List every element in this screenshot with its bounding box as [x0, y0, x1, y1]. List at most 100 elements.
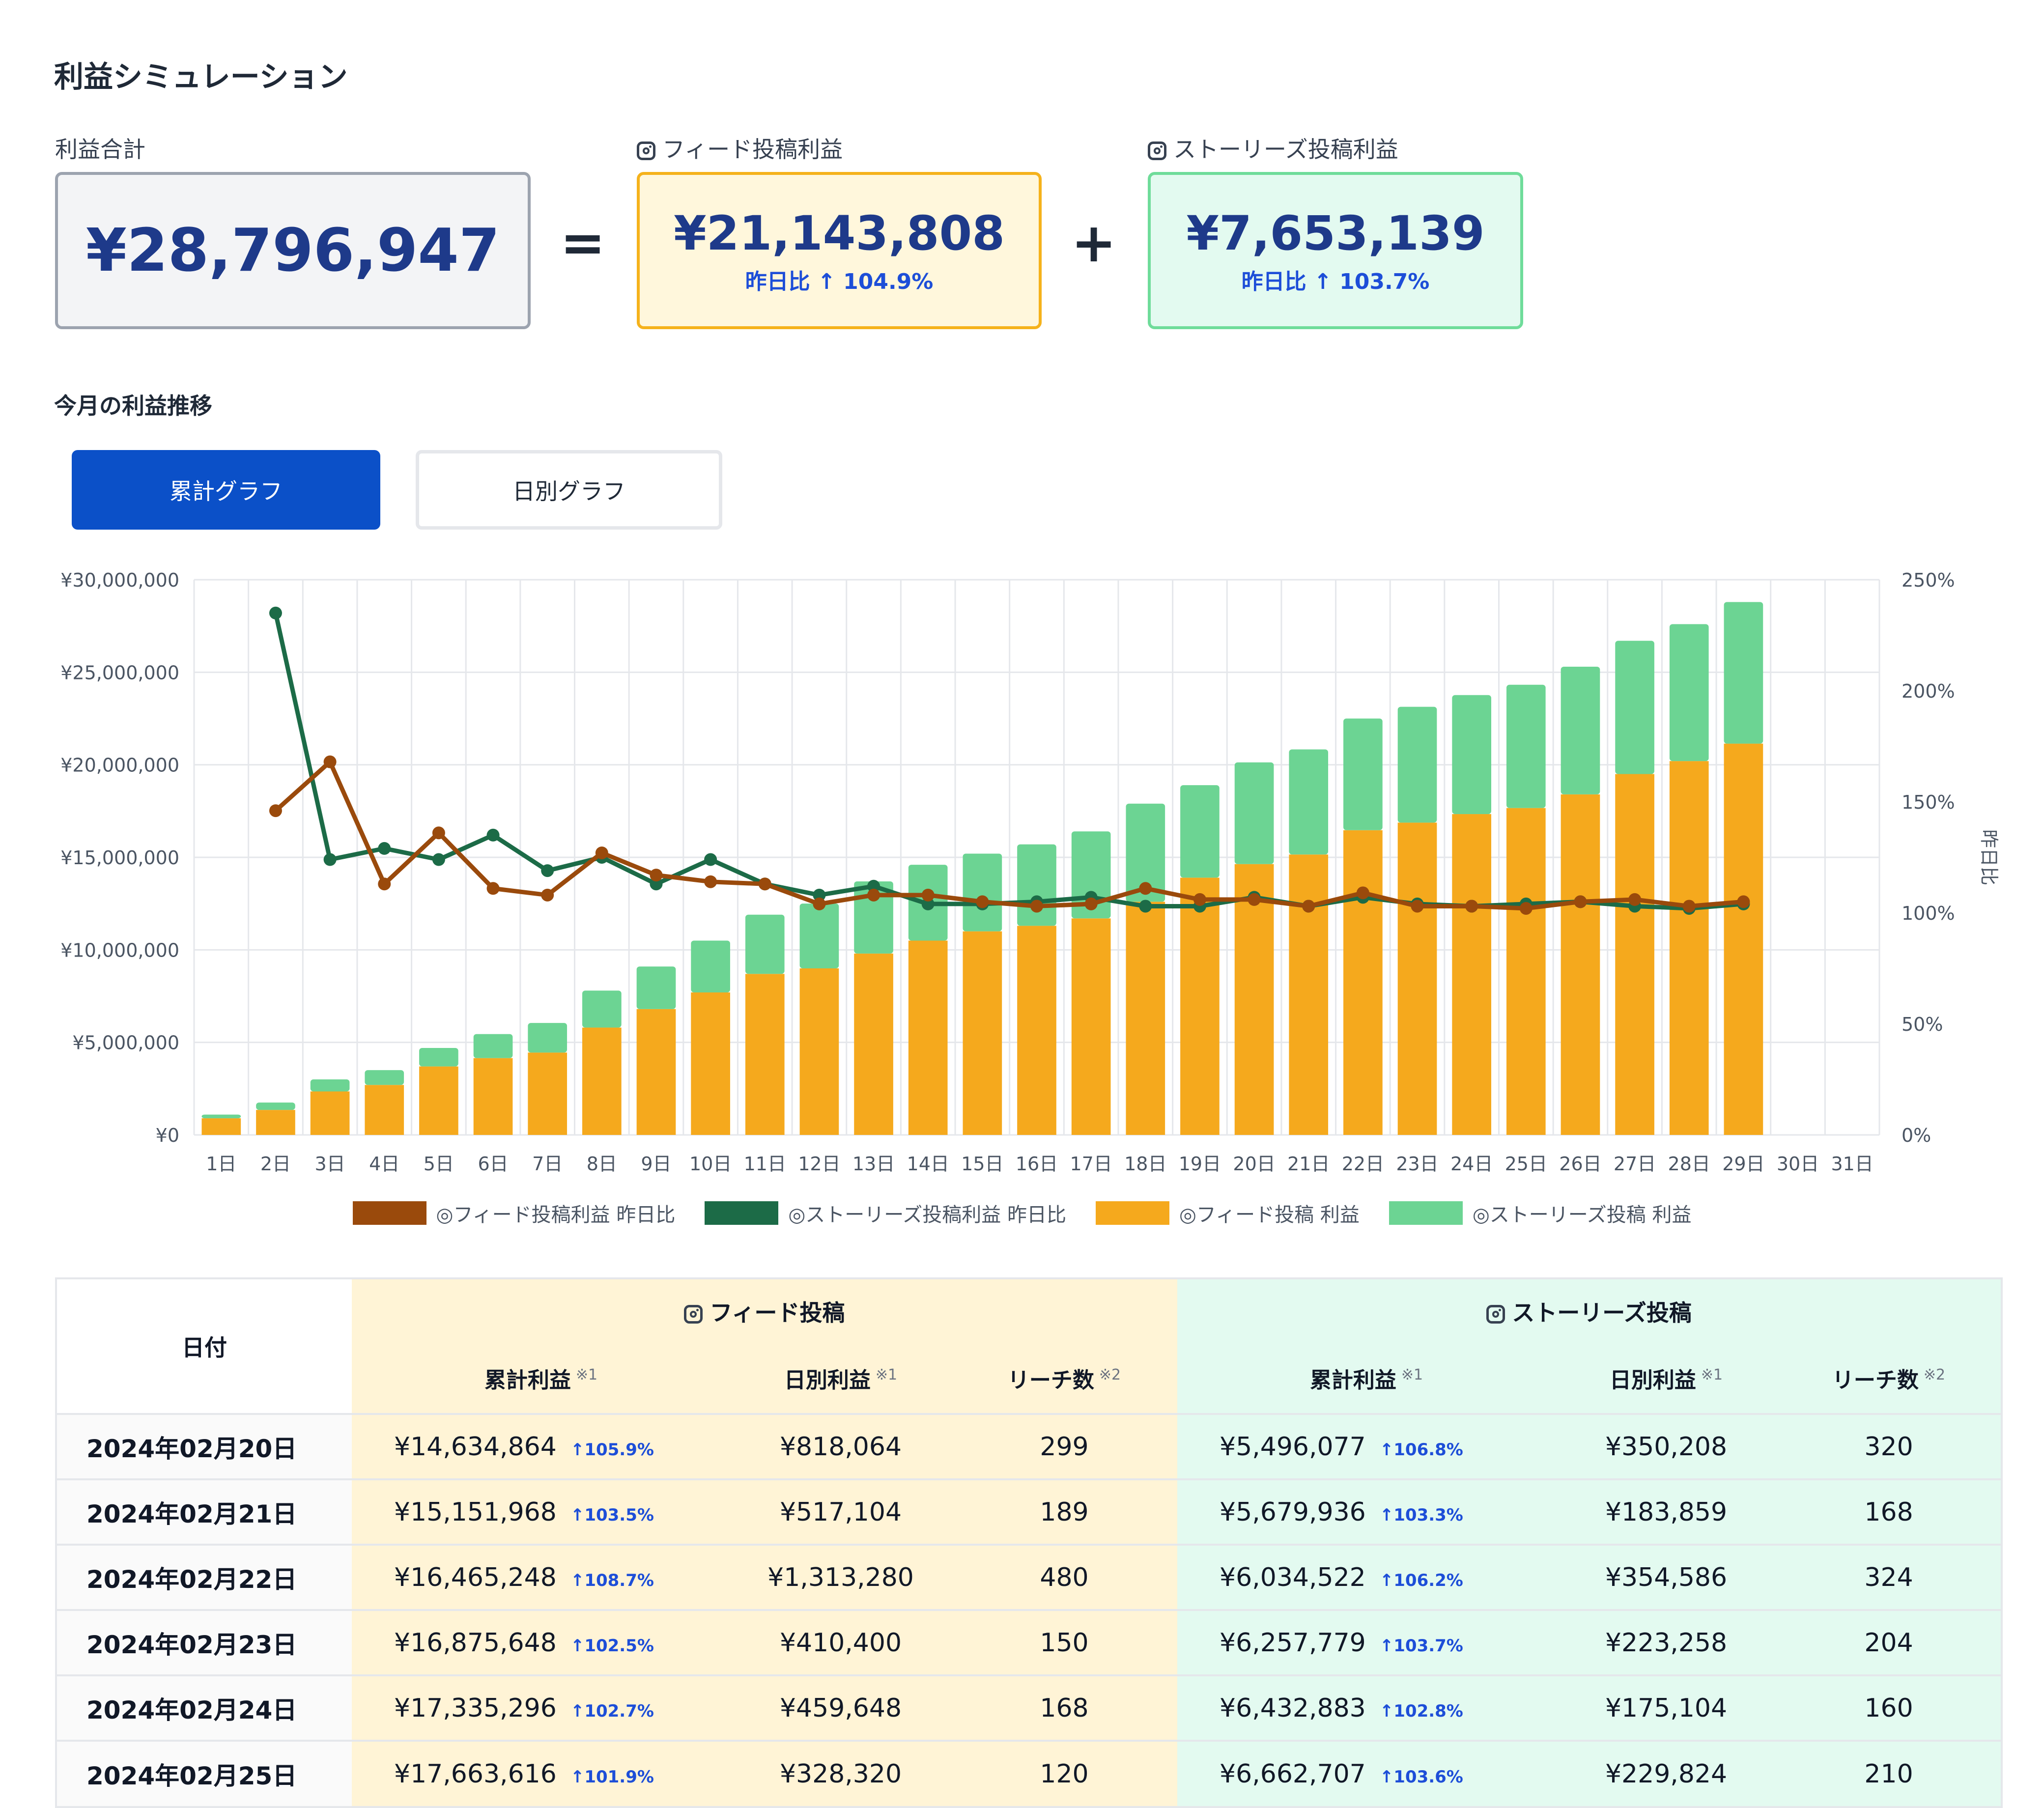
- feed-profit-change: 昨日比 ↑ 104.9%: [745, 269, 934, 294]
- tab-daily-graph[interactable]: 日別グラフ: [416, 450, 722, 530]
- x-tick-label: 16日: [1016, 1153, 1058, 1175]
- story-daily-cell: ¥350,208: [1556, 1413, 1777, 1479]
- x-tick-label: 19日: [1179, 1153, 1221, 1175]
- value: ¥14,634,864: [394, 1432, 557, 1462]
- x-tick-label: 8日: [587, 1153, 617, 1175]
- col-story-cumulative[interactable]: 累計利益 ※1: [1177, 1343, 1556, 1414]
- change-badge: ↑108.7%: [570, 1570, 654, 1590]
- point-story-ratio: [813, 888, 826, 902]
- bar-feed-profit: [1724, 743, 1763, 1135]
- bar-story-profit: [636, 966, 676, 1009]
- x-tick-label: 11日: [744, 1153, 786, 1175]
- feed-reach-cell: 299: [951, 1413, 1178, 1479]
- plus-sign: +: [1071, 211, 1117, 274]
- point-feed-ratio: [595, 846, 608, 859]
- bar-feed-profit: [1669, 761, 1709, 1135]
- legend-swatch: [1096, 1201, 1169, 1225]
- point-story-ratio: [269, 606, 282, 620]
- point-feed-ratio: [1302, 900, 1315, 913]
- bar-story-profit: [365, 1070, 404, 1085]
- section-title: 今月の利益推移: [54, 393, 212, 419]
- point-feed-ratio: [486, 882, 500, 895]
- feed-daily-cell: ¥459,648: [730, 1674, 951, 1741]
- col-story-daily[interactable]: 日別利益 ※1: [1556, 1343, 1777, 1414]
- point-feed-ratio: [1139, 882, 1152, 895]
- col-label: リーチ数: [1007, 1368, 1094, 1393]
- legend-story-ratio[interactable]: ◎ストーリーズ投稿利益 昨日比: [705, 1199, 1066, 1227]
- note-mark: ※1: [1401, 1366, 1423, 1384]
- feed-reach-cell: 168: [951, 1674, 1178, 1741]
- tab-cumulative-graph[interactable]: 累計グラフ: [72, 450, 380, 530]
- legend-feed-profit[interactable]: ◎フィード投稿 利益: [1096, 1199, 1360, 1227]
- date-cell: 2024年02月22日: [57, 1544, 352, 1610]
- x-tick-label: 6日: [478, 1153, 508, 1175]
- col-feed-reach[interactable]: リーチ数 ※2: [951, 1343, 1178, 1414]
- bar-feed-profit: [1289, 854, 1329, 1135]
- bar-story-profit: [310, 1079, 350, 1092]
- point-story-ratio: [650, 877, 663, 891]
- col-label: 累計利益: [1309, 1368, 1396, 1393]
- bar-feed-profit: [1561, 794, 1600, 1135]
- table-row: 2024年02月25日 ¥17,663,616 ↑101.9% ¥328,320 …: [57, 1740, 2001, 1806]
- story-cumulative-cell: ¥6,662,707 ↑103.6%: [1177, 1740, 1556, 1806]
- bar-story-profit: [256, 1102, 295, 1110]
- y2-tick-label: 250%: [1902, 569, 1955, 591]
- story-cumulative-cell: ¥6,034,522 ↑106.2%: [1177, 1544, 1556, 1610]
- col-label: 日別利益: [784, 1368, 871, 1393]
- value: ¥16,465,248: [394, 1562, 557, 1592]
- value: ¥6,257,779: [1220, 1628, 1366, 1658]
- point-feed-ratio: [378, 877, 391, 891]
- bar-feed-profit: [745, 974, 785, 1135]
- value: ¥6,432,883: [1220, 1693, 1366, 1723]
- y-tick-label: ¥25,000,000: [60, 662, 179, 683]
- profit-table: 日付 フィード投稿 ストーリーズ投稿 累計利益 ※1 日別利益 ※1 リーチ数 ※2 …: [55, 1277, 2003, 1808]
- x-tick-label: 12日: [798, 1153, 840, 1175]
- col-feed-cumulative[interactable]: 累計利益 ※1: [352, 1343, 730, 1414]
- feed-cumulative-cell: ¥16,465,248 ↑108.7%: [352, 1544, 730, 1610]
- point-feed-ratio: [1628, 893, 1642, 906]
- story-daily-cell: ¥175,104: [1556, 1674, 1777, 1741]
- point-feed-ratio: [1411, 900, 1424, 913]
- bar-feed-profit: [1452, 814, 1491, 1135]
- date-cell: 2024年02月25日: [57, 1740, 352, 1806]
- date-cell: 2024年02月20日: [57, 1413, 352, 1479]
- col-story-reach[interactable]: リーチ数 ※2: [1777, 1343, 2001, 1414]
- story-reach-cell: 320: [1777, 1413, 2001, 1479]
- point-feed-ratio: [758, 877, 771, 891]
- line-feed-ratio: [274, 760, 1744, 911]
- bar-story-profit: [1397, 706, 1437, 823]
- bar-feed-profit: [1180, 877, 1220, 1135]
- point-feed-ratio: [1465, 900, 1478, 913]
- feed-cumulative-cell: ¥17,335,296 ↑102.7%: [352, 1674, 730, 1741]
- x-tick-label: 21日: [1287, 1153, 1330, 1175]
- point-story-ratio: [1139, 900, 1152, 913]
- bar-story-profit: [691, 940, 730, 992]
- x-tick-label: 3日: [315, 1153, 345, 1175]
- total-label: 利益合計: [55, 136, 145, 163]
- y-tick-label: ¥30,000,000: [60, 569, 179, 591]
- legend-feed-ratio[interactable]: ◎フィード投稿利益 昨日比: [352, 1199, 675, 1227]
- point-feed-ratio: [1030, 900, 1043, 913]
- col-feed-daily[interactable]: 日別利益 ※1: [730, 1343, 951, 1414]
- point-feed-ratio: [1248, 893, 1261, 906]
- feed-group-header: フィード投稿: [352, 1279, 1178, 1343]
- change-badge: ↑103.5%: [570, 1505, 654, 1525]
- story-cumulative-cell: ¥5,496,077 ↑106.8%: [1177, 1413, 1556, 1479]
- y-tick-label: ¥5,000,000: [72, 1032, 179, 1054]
- point-feed-ratio: [867, 888, 880, 902]
- change-badge: ↑103.6%: [1379, 1767, 1463, 1787]
- bar-feed-profit: [419, 1066, 458, 1135]
- story-reach-cell: 160: [1777, 1674, 2001, 1741]
- point-story-ratio: [378, 842, 391, 855]
- bar-story-profit: [1126, 803, 1165, 902]
- x-tick-label: 28日: [1668, 1153, 1710, 1175]
- bar-story-profit: [1180, 785, 1220, 878]
- x-tick-label: 17日: [1070, 1153, 1112, 1175]
- point-feed-ratio: [650, 869, 663, 882]
- bar-feed-profit: [691, 992, 730, 1135]
- feed-label-wrap: フィード投稿利益: [637, 132, 843, 164]
- table-row: 2024年02月20日 ¥14,634,864 ↑105.9% ¥818,064 …: [57, 1413, 2001, 1479]
- feed-cumulative-cell: ¥17,663,616 ↑101.9%: [352, 1740, 730, 1806]
- legend-story-profit[interactable]: ◎ストーリーズ投稿 利益: [1389, 1199, 1691, 1227]
- note-mark: ※1: [875, 1366, 898, 1384]
